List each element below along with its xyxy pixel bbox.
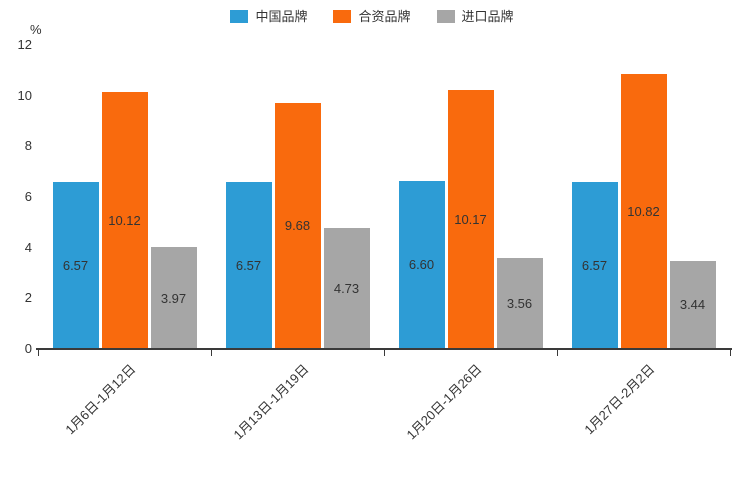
- bar-中国品牌-2[interactable]: 6.60: [398, 180, 445, 348]
- legend-swatch-icon: [436, 10, 455, 23]
- bar-进口品牌-1[interactable]: 4.73: [323, 228, 370, 348]
- bar-合资品牌-1[interactable]: 9.68: [274, 102, 321, 348]
- legend-swatch-icon: [333, 10, 352, 23]
- x-axis-line: [36, 348, 732, 350]
- bar-合资品牌-0[interactable]: 10.12: [101, 91, 148, 348]
- x-category-label-0: 1月6日-1月12日: [62, 361, 139, 438]
- legend-item-0[interactable]: 中国品牌: [230, 10, 307, 23]
- bar-value-label: 10.17: [454, 212, 487, 228]
- x-axis-tick: [38, 350, 39, 356]
- bar-value-label: 3.56: [506, 295, 533, 311]
- legend-swatch-icon: [230, 10, 249, 23]
- x-axis-tick: [557, 350, 558, 356]
- bar-合资品牌-2[interactable]: 10.17: [447, 90, 494, 348]
- bar-中国品牌-3[interactable]: 6.57: [571, 181, 618, 348]
- plot-area: 6.57 10.12 3.97 6.57 9.68 4.73 6.60 10.17 3.56 6.…: [38, 44, 730, 348]
- bar-中国品牌-0[interactable]: 6.57: [52, 181, 99, 348]
- bar-中国品牌-1[interactable]: 6.57: [225, 181, 272, 348]
- bar-进口品牌-0[interactable]: 3.97: [150, 247, 197, 348]
- x-category-label-2: 1月20日-1月26日: [403, 361, 485, 443]
- bar-value-label: 9.68: [284, 218, 311, 234]
- y-axis-unit-label: %: [30, 22, 42, 37]
- bar-value-label: 6.60: [408, 257, 435, 273]
- bar-进口品牌-3[interactable]: 3.44: [669, 260, 716, 348]
- y-tick-label: 2: [24, 290, 32, 306]
- y-tick-label: 8: [24, 138, 32, 154]
- x-category-label-3: 1月27日-2月2日: [581, 361, 658, 438]
- bar-合资品牌-3[interactable]: 10.82: [620, 73, 667, 348]
- bar-value-label: 3.44: [679, 297, 706, 313]
- legend-item-2[interactable]: 进口品牌: [436, 9, 514, 24]
- x-axis-tick: [384, 350, 385, 356]
- bar-value-label: 6.57: [62, 257, 89, 273]
- x-category-label-1: 1月13日-1月19日: [230, 361, 312, 443]
- x-axis-tick: [730, 350, 731, 356]
- y-tick-label: 0: [24, 341, 32, 356]
- legend: 中国品牌 合资品牌 进口品牌: [0, 10, 744, 23]
- x-axis-tick: [211, 350, 212, 356]
- y-tick-label: 12: [17, 37, 32, 52]
- y-tick-label: 6: [24, 189, 32, 204]
- legend-label: 合资品牌: [358, 9, 411, 24]
- bar-value-label: 10.82: [627, 203, 660, 219]
- bar-value-label: 6.57: [235, 257, 262, 273]
- legend-label: 进口品牌: [461, 9, 514, 24]
- bar-value-label: 6.57: [581, 257, 608, 273]
- bar-进口品牌-2[interactable]: 3.56: [496, 257, 543, 348]
- legend-label: 中国品牌: [255, 9, 308, 24]
- bar-value-label: 4.73: [333, 281, 360, 297]
- legend-item-1[interactable]: 合资品牌: [333, 9, 411, 24]
- bar-value-label: 10.12: [108, 212, 141, 228]
- y-tick-label: 10: [17, 87, 32, 103]
- y-tick-label: 4: [24, 239, 32, 255]
- bar-value-label: 3.97: [160, 290, 187, 306]
